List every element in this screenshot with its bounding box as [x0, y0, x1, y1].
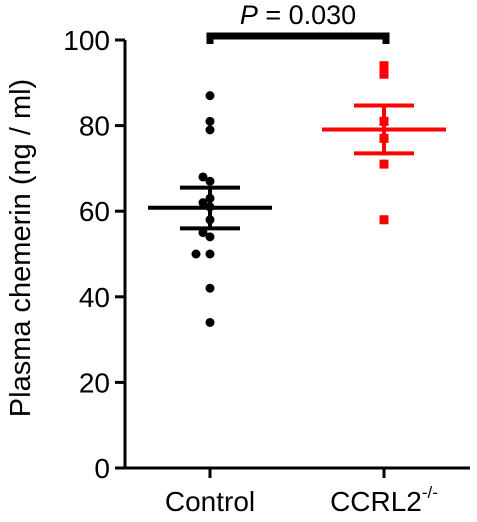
data-point — [205, 176, 215, 186]
data-point — [191, 249, 201, 259]
data-point — [379, 69, 389, 79]
y-tick-label: 100 — [63, 25, 110, 56]
y-tick-label: 20 — [79, 367, 110, 398]
significance-bracket — [206, 32, 390, 44]
data-point — [205, 317, 215, 327]
data-point — [205, 125, 215, 135]
data-point — [379, 61, 389, 71]
y-axis-label: Plasma chemerin (ng / ml) — [5, 79, 37, 417]
data-point — [198, 198, 208, 208]
data-point — [379, 159, 389, 169]
data-point — [205, 249, 215, 259]
x-label-ccrl2: CCRL2-/- — [330, 483, 438, 517]
p-value-label: P = 0.030 — [240, 0, 356, 30]
x-label-ccrl2-name: CCRL2 — [330, 486, 422, 517]
data-points — [191, 61, 389, 327]
data-point — [205, 91, 215, 101]
data-point — [198, 228, 208, 238]
x-label-ccrl2-superscript: -/- — [422, 483, 438, 502]
y-tick-label: 60 — [79, 196, 110, 227]
y-tick-label: 0 — [94, 453, 110, 484]
y-ticks: 0 20 40 60 80 100 — [63, 25, 125, 484]
p-symbol: P — [240, 0, 258, 30]
y-tick-label: 80 — [79, 111, 110, 142]
significance-annotation: P = 0.030 — [206, 0, 390, 44]
x-ticks — [208, 468, 386, 478]
data-point — [205, 283, 215, 293]
axes — [123, 40, 470, 470]
data-point — [379, 215, 389, 225]
data-point — [198, 172, 208, 182]
data-point — [205, 232, 215, 242]
mean-sem-bars — [148, 103, 446, 231]
x-category-labels: Control CCRL2-/- — [165, 483, 438, 517]
p-value-text-space — [258, 0, 266, 30]
p-value-text: = 0.030 — [265, 0, 356, 30]
data-point — [205, 116, 215, 126]
y-tick-label: 40 — [79, 282, 110, 313]
x-label-control: Control — [165, 486, 255, 517]
